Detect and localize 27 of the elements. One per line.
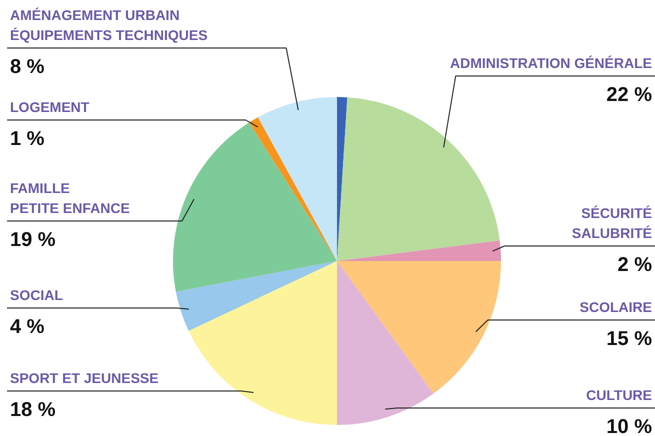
data-label: 2 % (618, 254, 652, 276)
pie-slice (188, 261, 337, 425)
slice-label: CULTURE (586, 387, 652, 403)
data-label: 19 % (10, 229, 56, 251)
data-label: 22 % (606, 84, 652, 106)
data-label: 15 % (606, 328, 652, 350)
pie-slice (337, 240, 501, 261)
data-label: 10 % (606, 416, 652, 436)
slice-label: SOCIAL (10, 287, 64, 303)
slice-label: AMÉNAGEMENT URBAIN ÉQUIPEMENTS TECHNIQUES (10, 7, 208, 43)
data-label: 1 % (10, 128, 45, 150)
slice-label: LOGEMENT (10, 99, 90, 115)
pie-slice (258, 97, 337, 261)
pie-slice (249, 117, 337, 261)
pie-slice (337, 261, 434, 425)
pie-slice (176, 261, 337, 331)
pie-slice (337, 261, 501, 394)
slice-label: SÉCURITÉ SALUBRITÉ (572, 205, 652, 241)
pie-slice (337, 97, 500, 261)
data-label: 8 % (10, 56, 45, 78)
slice-label: FAMILLE PETITE ENFANCE (10, 180, 130, 216)
data-label: 18 % (10, 399, 56, 421)
slice-label: SCOLAIRE (580, 299, 652, 315)
slice-label: SPORT ET JEUNESSE (10, 370, 159, 386)
data-label: 4 % (10, 316, 45, 338)
slice-label: ADMINISTRATION GÉNÉRALE (450, 55, 652, 71)
pie-slice (173, 122, 337, 292)
